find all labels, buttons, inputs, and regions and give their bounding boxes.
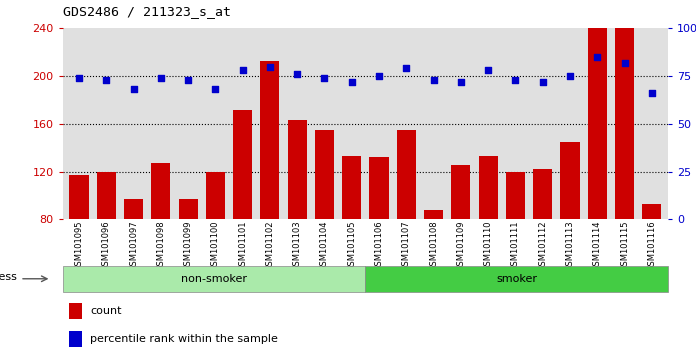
Point xyxy=(401,65,412,71)
Bar xyxy=(533,169,552,315)
Text: GDS2486 / 211323_s_at: GDS2486 / 211323_s_at xyxy=(63,5,230,18)
Bar xyxy=(97,172,116,315)
Bar xyxy=(287,120,307,315)
Text: non-smoker: non-smoker xyxy=(181,274,247,284)
Point xyxy=(564,73,576,79)
Bar xyxy=(70,175,88,315)
Point xyxy=(155,75,166,81)
Point xyxy=(482,68,493,73)
Bar xyxy=(206,172,225,315)
Bar xyxy=(370,157,388,315)
Bar xyxy=(124,199,143,315)
Bar xyxy=(63,266,365,292)
Bar xyxy=(69,331,82,347)
Bar xyxy=(587,25,607,315)
Bar xyxy=(560,142,580,315)
Bar xyxy=(397,130,416,315)
Bar xyxy=(451,165,470,315)
Point xyxy=(346,79,357,85)
Point xyxy=(128,87,139,92)
Bar xyxy=(260,61,280,315)
Bar xyxy=(615,28,634,315)
Bar xyxy=(179,199,198,315)
Point xyxy=(646,91,657,96)
Point xyxy=(74,75,85,81)
Point xyxy=(264,64,276,69)
Bar xyxy=(342,156,361,315)
Point xyxy=(374,73,385,79)
Point xyxy=(209,87,221,92)
Bar xyxy=(479,156,498,315)
Point xyxy=(455,79,466,85)
Text: percentile rank within the sample: percentile rank within the sample xyxy=(90,334,278,344)
Point xyxy=(619,60,630,65)
Point xyxy=(237,68,248,73)
Bar xyxy=(151,163,171,315)
Bar xyxy=(315,130,334,315)
Point xyxy=(319,75,330,81)
Bar xyxy=(69,303,82,319)
Text: count: count xyxy=(90,306,121,316)
Point xyxy=(592,54,603,60)
Point xyxy=(101,77,112,83)
Point xyxy=(182,77,193,83)
Bar xyxy=(424,210,443,315)
Bar xyxy=(642,204,661,315)
Point xyxy=(428,77,439,83)
Text: smoker: smoker xyxy=(496,274,537,284)
Point xyxy=(510,77,521,83)
Point xyxy=(537,79,548,85)
Bar xyxy=(233,110,252,315)
Bar xyxy=(506,172,525,315)
Point xyxy=(292,72,303,77)
Text: stress: stress xyxy=(0,273,17,282)
Bar xyxy=(365,266,668,292)
